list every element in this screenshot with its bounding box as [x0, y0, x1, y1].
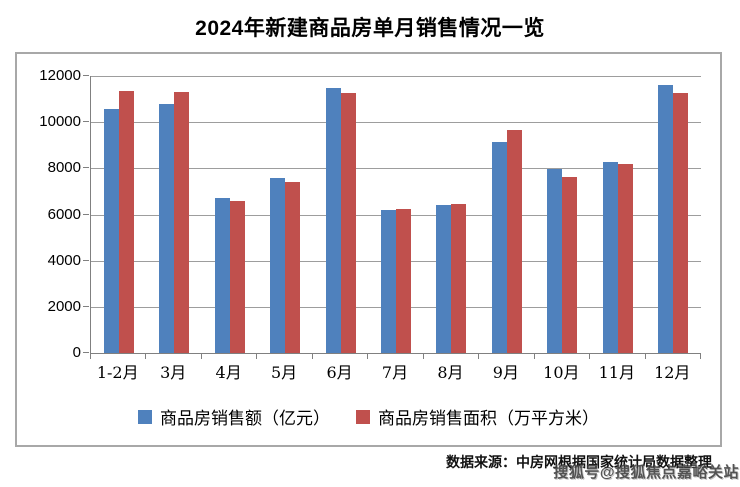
chart-frame: 0 2000 4000 6000 8000 10000 12000 1-2月 3月 4月 5月 6月… [15, 52, 722, 447]
bar-group-6月 [313, 76, 368, 353]
x-tick-mark [256, 354, 258, 359]
bar-series-container [91, 76, 701, 353]
bar-sales-area-12月 [673, 93, 689, 353]
plot-area [90, 76, 701, 354]
y-tick-mark [83, 305, 89, 307]
x-tick-label-4月: 4月 [215, 363, 242, 382]
chart-title: 2024年新建商品房单月销售情况一览 [195, 17, 545, 40]
bar-sales-area-5月 [285, 182, 301, 353]
x-tick-label-3月: 3月 [160, 363, 187, 382]
bar-group-1-2月 [91, 76, 146, 353]
x-tick-label-10月: 10月 [543, 363, 580, 382]
x-tick-mark [644, 354, 646, 359]
bar-group-11月 [590, 76, 645, 353]
bar-sales-area-6月 [340, 93, 356, 353]
bar-sales-area-3月 [174, 92, 190, 353]
y-tick-label-10000: 10000 [39, 113, 81, 131]
x-tick-label-9月: 9月 [492, 363, 519, 382]
legend-item-sales-amount: 商品房销售额（亿元） [138, 404, 330, 429]
bar-sales-area-1-2月 [118, 91, 134, 353]
legend-label: 商品房销售面积（万平方米） [378, 409, 599, 429]
y-tick-mark [83, 121, 89, 123]
y-tick-label-6000: 6000 [47, 205, 81, 223]
bar-sales-area-4月 [229, 201, 245, 353]
x-tick-label-1-2月: 1-2月 [96, 363, 139, 382]
y-tick-mark [83, 213, 89, 215]
x-tick-mark [311, 354, 313, 359]
bar-sales-amount-10月 [547, 169, 563, 353]
y-tick-label-12000: 12000 [39, 67, 81, 84]
bar-sales-area-7月 [395, 209, 411, 353]
bar-group-3月 [146, 76, 201, 353]
bar-sales-amount-1-2月 [103, 109, 119, 353]
x-tick-mark [533, 354, 535, 359]
legend-swatch-icon [138, 409, 152, 424]
x-tick-mark [90, 354, 91, 359]
legend-label: 商品房销售额（亿元） [160, 409, 330, 429]
bar-group-8月 [424, 76, 479, 353]
y-tick-label-8000: 8000 [47, 159, 81, 177]
x-tick-label-5月: 5月 [270, 363, 298, 382]
y-tick-mark [83, 75, 89, 76]
bar-sales-amount-3月 [159, 104, 175, 353]
bar-sales-area-8月 [451, 204, 467, 353]
x-tick-label-11月: 11月 [598, 363, 635, 382]
bar-sales-amount-6月 [325, 88, 341, 353]
bar-group-12月 [646, 76, 701, 353]
y-tick-mark [83, 259, 89, 261]
y-tick-mark [83, 167, 89, 169]
y-tick-label-4000: 4000 [47, 251, 81, 269]
watermark: 搜狐号@搜狐焦点嘉峪关站 [553, 464, 739, 481]
x-tick-label-6月: 6月 [326, 363, 353, 382]
bar-sales-amount-7月 [380, 210, 396, 353]
bar-group-4月 [202, 76, 257, 353]
x-tick-mark [145, 354, 147, 359]
bar-sales-area-9月 [506, 130, 522, 353]
y-tick-label-0: 0 [72, 344, 81, 361]
bar-sales-amount-8月 [436, 205, 452, 353]
bar-sales-amount-9月 [491, 142, 507, 353]
y-tick-mark [83, 352, 89, 353]
chart-legend: 商品房销售额（亿元） 商品房销售面积（万平方米） [17, 404, 720, 429]
x-tick-mark [367, 354, 369, 359]
x-axis-labels: 1-2月 3月 4月 5月 6月 7月 8月 9月 10月 11月 12月 [90, 359, 700, 383]
bar-group-7月 [368, 76, 423, 353]
x-tick-label-12月: 12月 [654, 363, 691, 382]
bar-sales-amount-11月 [602, 162, 618, 353]
bar-group-5月 [257, 76, 312, 353]
x-tick-mark [200, 354, 202, 359]
gridline-12000 [91, 76, 701, 77]
y-tick-label-2000: 2000 [47, 297, 81, 315]
bar-sales-amount-5月 [270, 178, 286, 353]
bar-sales-amount-12月 [658, 85, 674, 353]
x-tick-mark [700, 354, 701, 359]
gridline-8000 [91, 168, 701, 170]
x-tick-mark [478, 354, 480, 359]
x-tick-label-7月: 7月 [381, 363, 409, 382]
bar-sales-area-11月 [617, 164, 633, 353]
bar-group-10月 [535, 76, 590, 353]
x-tick-mark [589, 354, 591, 359]
gridline-10000 [91, 122, 701, 124]
legend-swatch-icon [356, 409, 370, 424]
bar-sales-amount-4月 [214, 198, 230, 353]
legend-item-sales-area: 商品房销售面积（万平方米） [356, 404, 599, 429]
x-tick-mark [422, 354, 424, 359]
bar-sales-area-10月 [562, 177, 578, 353]
x-tick-label-8月: 8月 [437, 363, 464, 382]
source-note: 数据来源：中房网根据国家统计局数据整理 [446, 455, 712, 471]
bar-group-9月 [479, 76, 534, 353]
